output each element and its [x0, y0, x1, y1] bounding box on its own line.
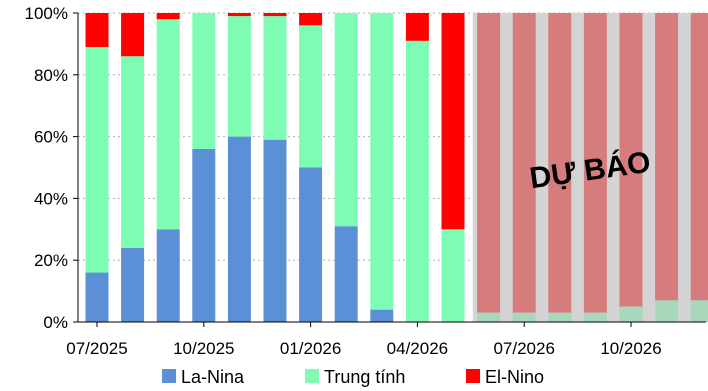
y-tick-label: 40%: [34, 189, 68, 208]
forecast-bar: [583, 312, 607, 322]
bar-segment: [263, 16, 287, 140]
bar-segment: [299, 167, 323, 322]
bar-segment: [121, 56, 145, 248]
y-tick-label: 80%: [34, 66, 68, 85]
axes: 0% 20% 40% 60% 80% 100% 07/2025 10/2025 01/2026 0…: [25, 4, 706, 358]
y-tick-label: 100%: [25, 4, 68, 23]
forecast-bar: [690, 300, 708, 322]
legend-label: Trung tính: [324, 367, 405, 387]
x-tick-label: 07/2026: [493, 339, 554, 358]
x-tick-label: 07/2025: [66, 339, 127, 358]
bars: [85, 13, 465, 323]
forecast-bar-top: [477, 13, 501, 313]
bar-segment: [85, 13, 109, 47]
bar-segment: [227, 16, 251, 137]
bar-segment: [156, 229, 180, 322]
bar-segment: [156, 19, 180, 230]
legend-label: El-Nino: [485, 367, 544, 387]
bar-segment: [227, 13, 251, 17]
x-tick-label: 10/2025: [173, 339, 234, 358]
forecast-bar: [548, 312, 572, 322]
x-tick-label: 10/2026: [600, 339, 661, 358]
bar-segment: [121, 13, 145, 57]
forecast-bars: [477, 13, 708, 322]
forecast-bar-top: [655, 13, 679, 301]
bar-segment: [263, 13, 287, 17]
legend: La-Nina Trung tính El-Nino: [162, 367, 544, 387]
bar-segment: [370, 13, 394, 310]
forecast-bar: [655, 300, 679, 322]
bar-segment: [405, 13, 429, 41]
bar-segment: [334, 13, 358, 227]
legend-swatch: [466, 369, 480, 383]
bar-segment: [405, 40, 429, 323]
x-tick-label: 01/2026: [280, 339, 341, 358]
x-tick-label: 04/2026: [387, 339, 448, 358]
bar-segment: [299, 25, 323, 168]
bar-segment: [85, 46, 109, 273]
legend-swatch: [162, 369, 176, 383]
bar-segment: [263, 139, 287, 322]
bar-segment: [121, 247, 145, 322]
forecast-bar-top: [583, 13, 607, 313]
y-tick-label: 60%: [34, 128, 68, 147]
legend-label: La-Nina: [181, 367, 245, 387]
forecast-bar-top: [512, 13, 536, 313]
forecast-bar: [512, 312, 536, 322]
bar-segment: [299, 13, 323, 26]
bar-segment: [192, 13, 216, 149]
forecast-bar-top: [690, 13, 708, 301]
bar-segment: [370, 309, 394, 322]
forecast-bar-top: [548, 13, 572, 313]
bar-segment: [441, 229, 465, 322]
y-tick-label: 0%: [43, 313, 68, 332]
forecast-bar: [477, 312, 501, 322]
bar-segment: [227, 136, 251, 322]
forecast-bar-top: [619, 13, 643, 307]
bar-segment: [156, 13, 180, 20]
bar-segment: [85, 272, 109, 322]
bar-segment: [441, 13, 465, 230]
y-tick-label: 20%: [34, 251, 68, 270]
legend-swatch: [305, 369, 319, 383]
bar-segment: [334, 226, 358, 322]
forecast-bar: [619, 306, 643, 322]
bar-segment: [192, 148, 216, 322]
